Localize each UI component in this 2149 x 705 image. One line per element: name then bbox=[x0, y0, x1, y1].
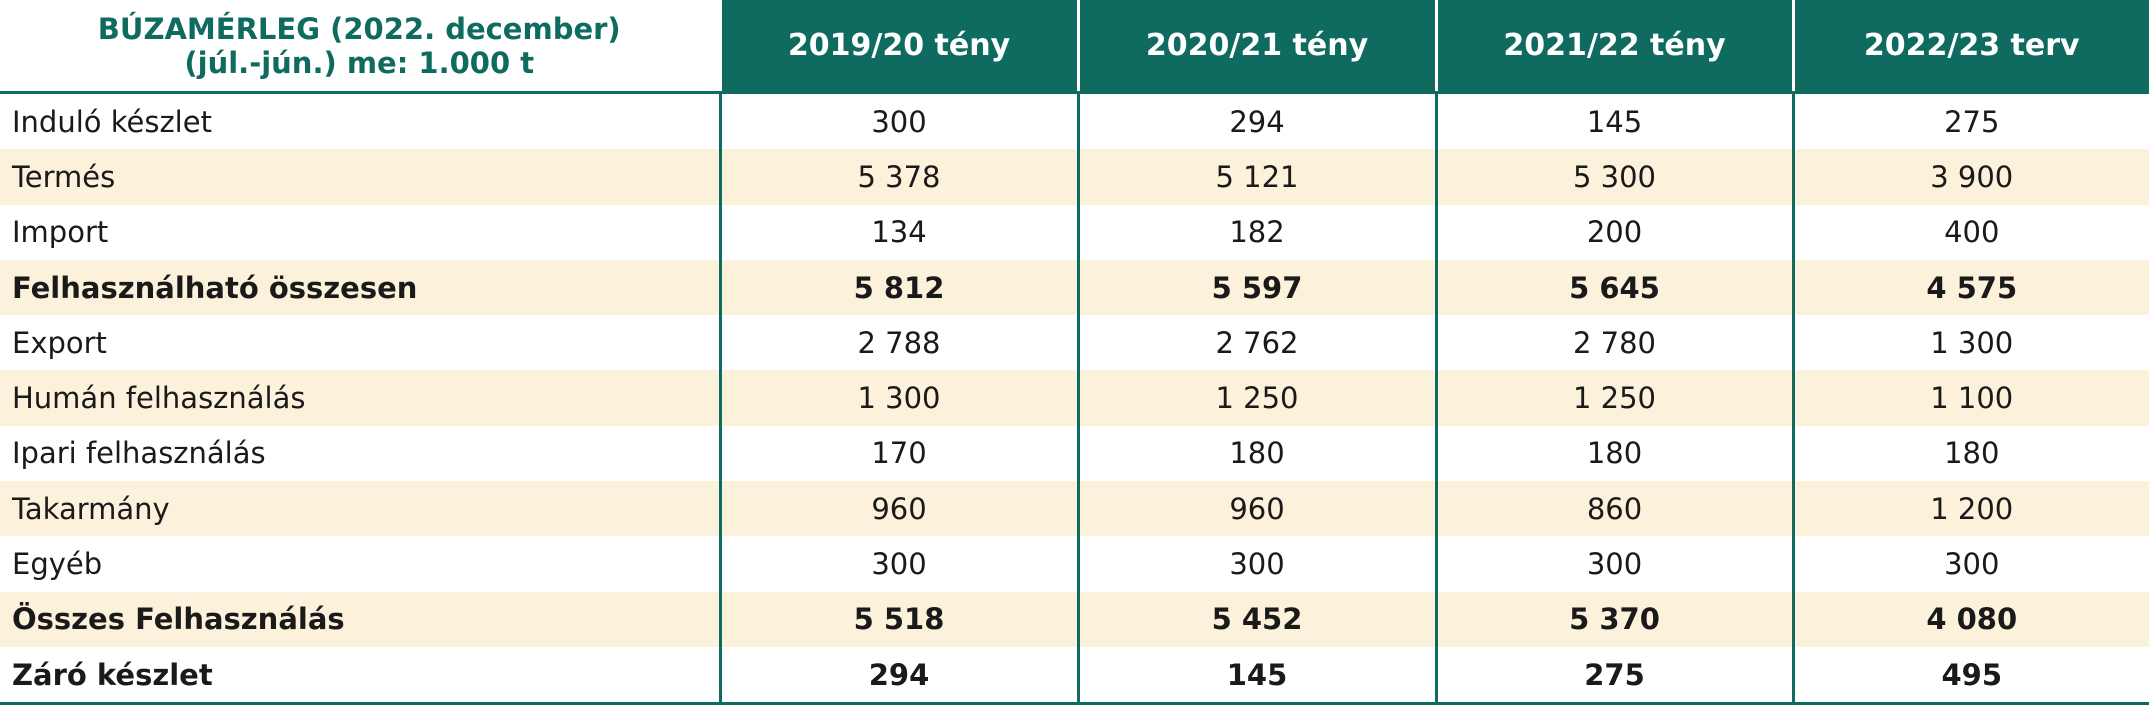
row-value-cell: 294 bbox=[718, 646, 1078, 705]
row-label: Felhasználható összesen bbox=[0, 259, 720, 316]
table-row: Záró készlet 294 145 275 495 bbox=[0, 646, 2149, 705]
table-row: Export 2 788 2 762 2 780 1 300 bbox=[0, 315, 2149, 371]
row-value-cell: 300 bbox=[1076, 536, 1436, 592]
row-value-cell: 1 300 bbox=[1791, 315, 2149, 371]
row-value-cell: 1 100 bbox=[1791, 370, 2149, 426]
table-row: Összes Felhasználás 5 518 5 452 5 370 4 080 bbox=[0, 591, 2149, 647]
row-value-cell: 5 452 bbox=[1076, 591, 1436, 647]
table-row: Takarmány 960 960 860 1 200 bbox=[0, 481, 2149, 537]
column-header-2020-21: 2020/21 tény bbox=[1076, 0, 1436, 94]
row-value-cell: 294 bbox=[1076, 92, 1436, 150]
table-row: Import 134 182 200 400 bbox=[0, 204, 2149, 260]
row-value-cell: 1 200 bbox=[1791, 481, 2149, 537]
header-row: BÚZAMÉRLEG (2022. december) (júl.-jún.) … bbox=[0, 0, 2149, 94]
row-value-cell: 860 bbox=[1434, 481, 1793, 537]
row-value-cell: 3 900 bbox=[1791, 149, 2149, 205]
row-value-cell: 145 bbox=[1434, 92, 1793, 150]
row-value-cell: 275 bbox=[1791, 92, 2149, 150]
row-value-cell: 180 bbox=[1434, 425, 1793, 482]
row-value-cell: 400 bbox=[1791, 204, 2149, 260]
row-value-cell: 2 762 bbox=[1076, 315, 1436, 371]
column-header-2019-20: 2019/20 tény bbox=[718, 0, 1078, 94]
row-value-cell: 960 bbox=[718, 481, 1078, 537]
row-value-cell: 300 bbox=[1791, 536, 2149, 592]
column-header-2021-22: 2021/22 tény bbox=[1434, 0, 1793, 94]
row-value-cell: 4 575 bbox=[1791, 259, 2149, 316]
row-label: Takarmány bbox=[0, 481, 720, 537]
table-row: Induló készlet 300 294 145 275 bbox=[0, 92, 2149, 150]
row-value-cell: 275 bbox=[1434, 646, 1793, 705]
row-value-cell: 170 bbox=[718, 425, 1078, 482]
row-value-cell: 145 bbox=[1076, 646, 1436, 705]
table-title: BÚZAMÉRLEG (2022. december) (júl.-jún.) … bbox=[0, 0, 720, 94]
table-title-line-2: (júl.-jún.) me: 1.000 t bbox=[184, 45, 535, 80]
table-row: Ipari felhasználás 170 180 180 180 bbox=[0, 425, 2149, 482]
row-value-cell: 5 812 bbox=[718, 259, 1078, 316]
column-header-2022-23: 2022/23 terv bbox=[1791, 0, 2149, 94]
row-label: Egyéb bbox=[0, 536, 720, 592]
row-value-cell: 5 121 bbox=[1076, 149, 1436, 205]
row-value-cell: 4 080 bbox=[1791, 591, 2149, 647]
row-value-cell: 2 788 bbox=[718, 315, 1078, 371]
row-value-cell: 300 bbox=[718, 92, 1078, 150]
row-value-cell: 2 780 bbox=[1434, 315, 1793, 371]
row-value-cell: 134 bbox=[718, 204, 1078, 260]
table-title-line-1: BÚZAMÉRLEG (2022. december) bbox=[97, 11, 621, 46]
row-value-cell: 5 645 bbox=[1434, 259, 1793, 316]
row-value-cell: 1 250 bbox=[1434, 370, 1793, 426]
row-label: Termés bbox=[0, 149, 720, 205]
row-label: Humán felhasználás bbox=[0, 370, 720, 426]
row-value-cell: 5 300 bbox=[1434, 149, 1793, 205]
row-value-cell: 5 518 bbox=[718, 591, 1078, 647]
row-value-cell: 5 370 bbox=[1434, 591, 1793, 647]
row-value-cell: 200 bbox=[1434, 204, 1793, 260]
row-label: Export bbox=[0, 315, 720, 371]
row-value-cell: 300 bbox=[1434, 536, 1793, 592]
row-value-cell: 182 bbox=[1076, 204, 1436, 260]
row-value-cell: 5 597 bbox=[1076, 259, 1436, 316]
row-value-cell: 300 bbox=[718, 536, 1078, 592]
row-label: Összes Felhasználás bbox=[0, 591, 720, 647]
row-label: Ipari felhasználás bbox=[0, 425, 720, 482]
row-label: Induló készlet bbox=[0, 92, 720, 150]
table-row: Egyéb 300 300 300 300 bbox=[0, 536, 2149, 592]
row-label: Záró készlet bbox=[0, 646, 720, 705]
row-value-cell: 1 250 bbox=[1076, 370, 1436, 426]
table-row: Humán felhasználás 1 300 1 250 1 250 1 100 bbox=[0, 370, 2149, 426]
table-row: Termés 5 378 5 121 5 300 3 900 bbox=[0, 149, 2149, 205]
row-label: Import bbox=[0, 204, 720, 260]
row-value-cell: 180 bbox=[1076, 425, 1436, 482]
row-value-cell: 5 378 bbox=[718, 149, 1078, 205]
row-value-cell: 495 bbox=[1791, 646, 2149, 705]
row-value-cell: 1 300 bbox=[718, 370, 1078, 426]
row-value-cell: 960 bbox=[1076, 481, 1436, 537]
table-row: Felhasználható összesen 5 812 5 597 5 645 4 … bbox=[0, 259, 2149, 316]
row-value-cell: 180 bbox=[1791, 425, 2149, 482]
